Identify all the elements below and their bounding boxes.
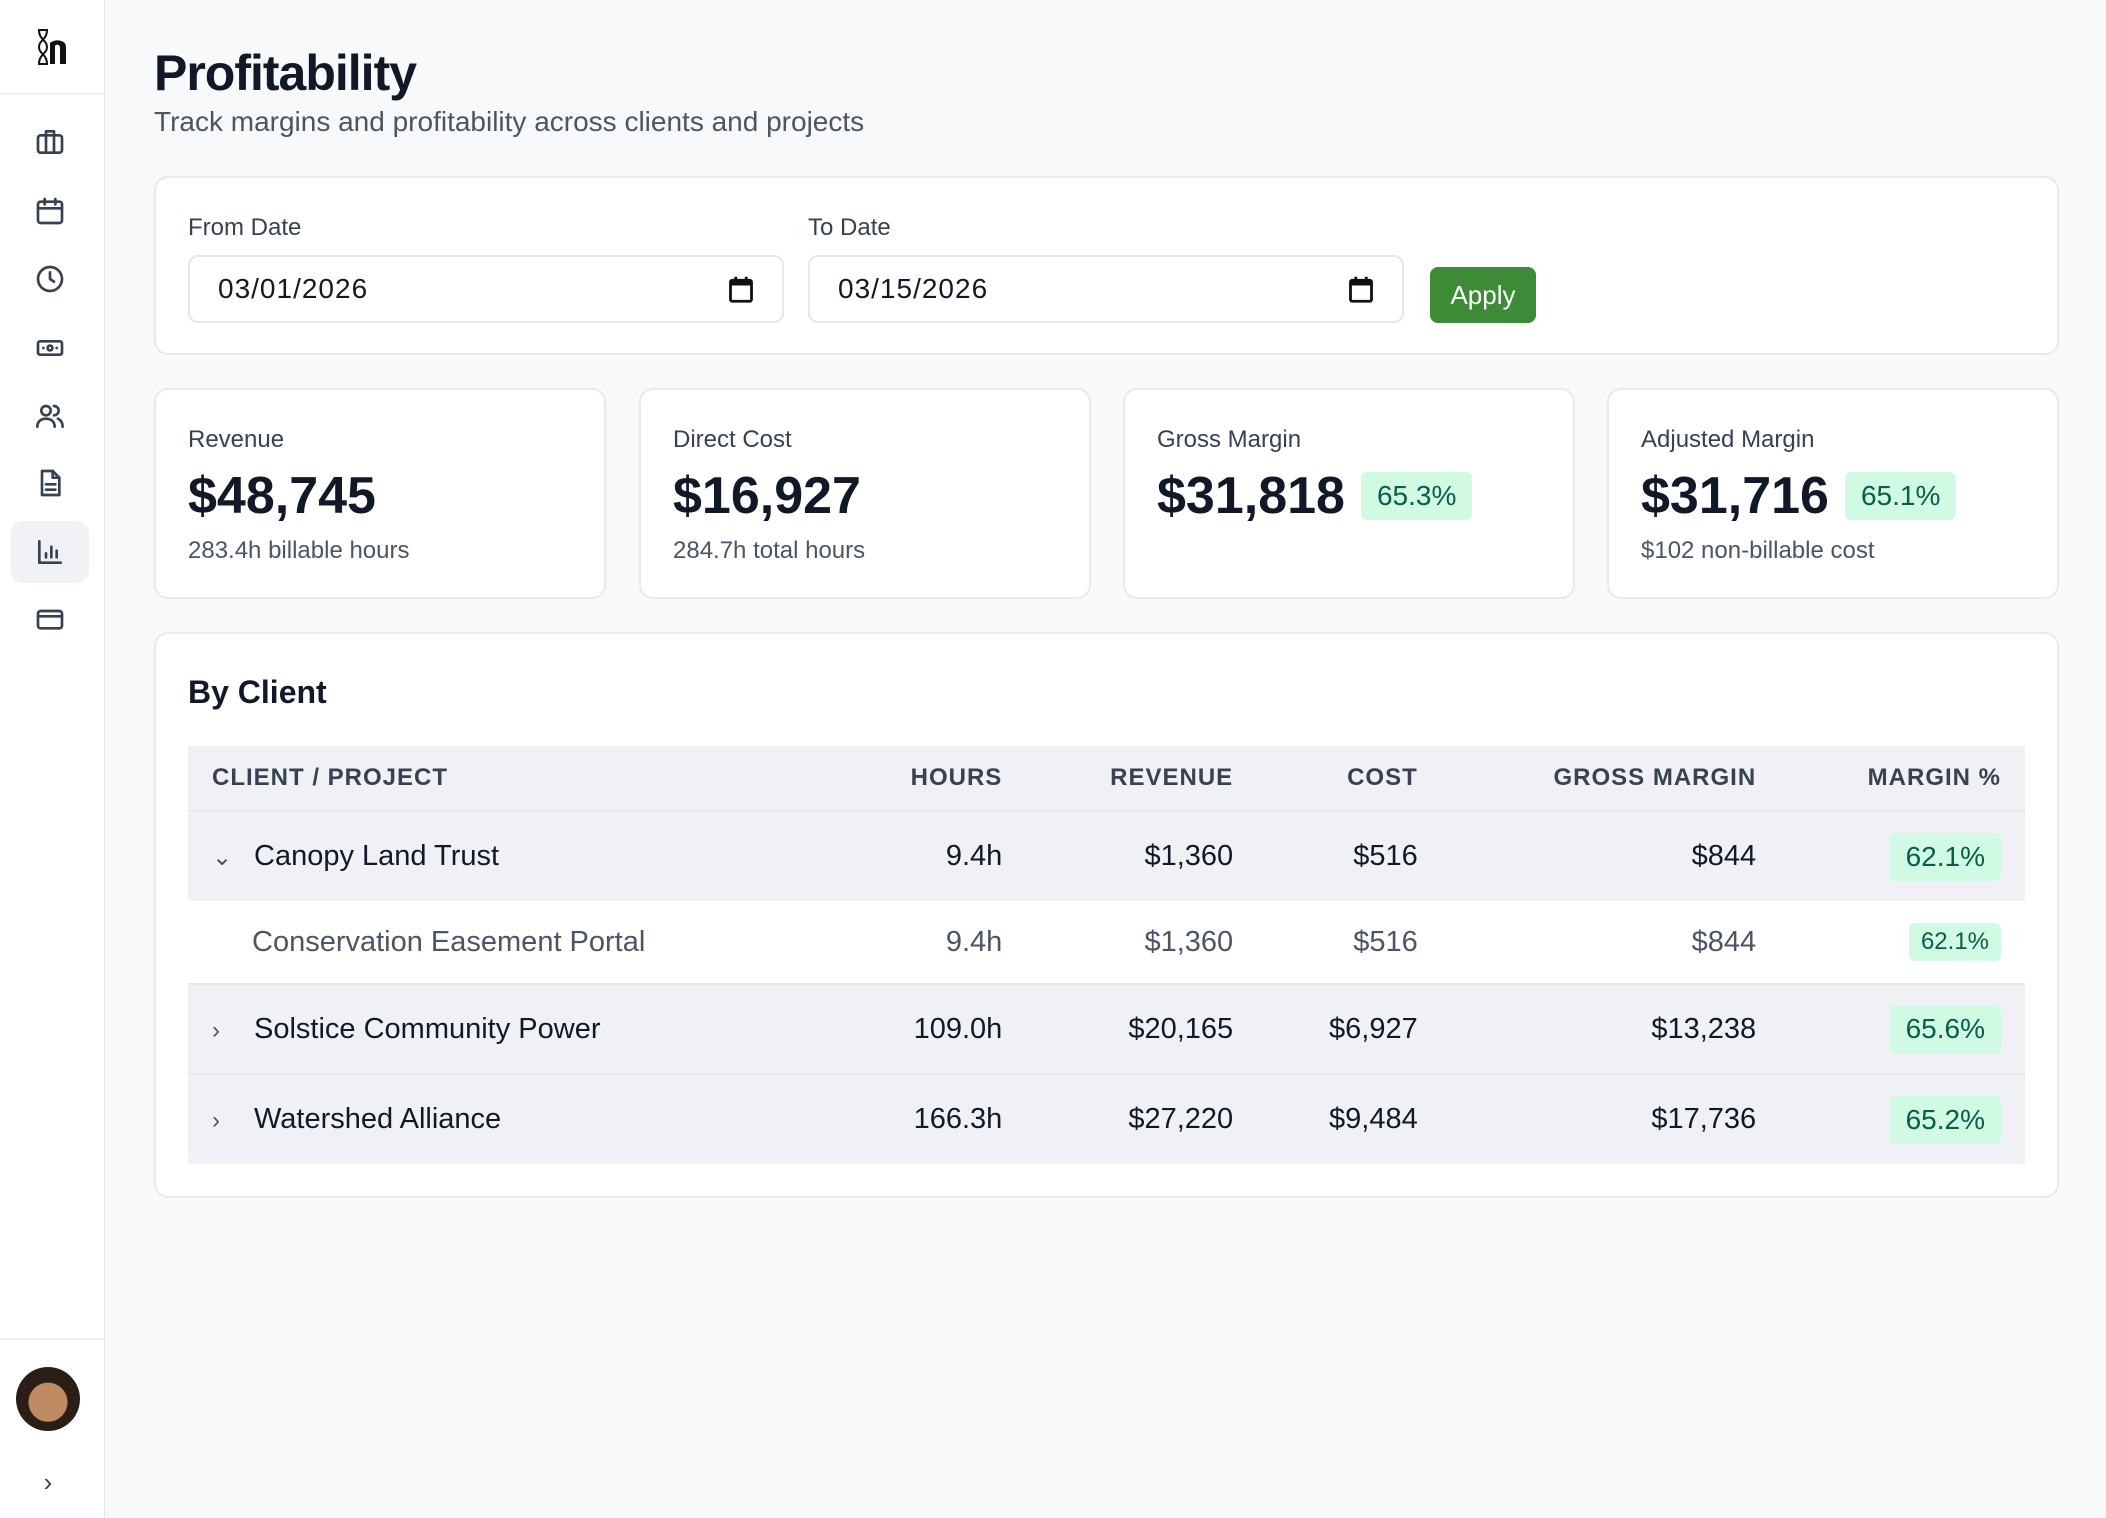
date-filter-card: From Date 03/01/2026 To Date 03/15/2026 … (154, 176, 2059, 355)
cost-cell: $6,927 (1257, 983, 1442, 1074)
revenue-cell: $27,220 (1026, 1073, 1258, 1164)
hours-cell: 9.4h (837, 810, 1027, 901)
project-name: Conservation Easement Portal (188, 901, 838, 984)
col-revenue: REVENUE (1026, 746, 1258, 811)
margin-badge: 65.3% (1360, 472, 1473, 520)
from-date-input[interactable]: 03/01/2026 (188, 255, 784, 323)
stat-label: Direct Cost (673, 426, 792, 453)
margin-badge: 65.2% (1889, 1095, 2001, 1144)
nav-team[interactable] (11, 385, 89, 447)
gross-margin-cell: $13,238 (1441, 983, 1781, 1074)
margin-badge: 62.1% (1889, 832, 2001, 881)
clock-icon (36, 265, 64, 293)
stat-sub: 283.4h billable hours (188, 537, 410, 564)
col-gross-margin: GROSS MARGIN (1441, 746, 1781, 811)
client-row[interactable]: ⌄ Canopy Land Trust 9.4h $1,360 $516 $844… (188, 810, 2025, 901)
nav-calendar[interactable] (11, 180, 89, 242)
nav-invoices[interactable] (11, 452, 89, 514)
from-date-label: From Date (188, 214, 302, 241)
document-icon (40, 469, 61, 497)
stat-value: $48,745 (188, 467, 376, 525)
client-name: Canopy Land Trust (254, 840, 500, 872)
calendar-picker-icon[interactable] (1348, 275, 1374, 303)
nav-projects[interactable] (11, 111, 89, 173)
to-date-label: To Date (808, 214, 891, 241)
card-icon (36, 609, 64, 630)
logo[interactable] (0, 0, 104, 95)
expand-sidebar-chevron-icon[interactable]: › (43, 1466, 53, 1497)
logo-icon (37, 28, 66, 65)
revenue-cell: $1,360 (1026, 810, 1258, 901)
margin-badge: 62.1% (1908, 923, 2001, 961)
stat-label: Gross Margin (1157, 426, 1302, 453)
hours-cell: 9.4h (837, 901, 1027, 984)
avatar[interactable] (16, 1367, 80, 1431)
by-client-card: By Client CLIENT / PROJECT HOURS REVENUE… (154, 632, 2059, 1198)
sidebar-divider (0, 1338, 104, 1340)
stat-sub: 284.7h total hours (673, 537, 866, 564)
to-date-input[interactable]: 03/15/2026 (808, 255, 1404, 323)
revenue-cell: $20,165 (1026, 983, 1258, 1074)
apply-button[interactable]: Apply (1430, 267, 1536, 323)
client-table: CLIENT / PROJECT HOURS REVENUE COST GROS… (188, 746, 2025, 1164)
col-client-project: CLIENT / PROJECT (188, 746, 838, 811)
client-row[interactable]: › Solstice Community Power 109.0h $20,165… (188, 983, 2025, 1074)
users-icon (36, 404, 64, 428)
nav-billing[interactable] (11, 317, 89, 379)
col-hours: HOURS (837, 746, 1027, 811)
client-name: Watershed Alliance (254, 1103, 502, 1135)
revenue-cell: $1,360 (1026, 901, 1258, 984)
chart-icon (38, 540, 62, 564)
stat-card-revenue: Revenue $48,745 283.4h billable hours (154, 388, 606, 599)
hours-cell: 166.3h (837, 1073, 1027, 1164)
nav-time[interactable] (11, 248, 89, 310)
hours-cell: 109.0h (837, 983, 1027, 1074)
stat-card-adjusted-margin: Adjusted Margin $31,716 65.1% $102 non-bi… (1607, 388, 2059, 599)
col-cost: COST (1257, 746, 1442, 811)
nav-profitability[interactable] (11, 521, 89, 583)
gross-margin-cell: $844 (1441, 810, 1781, 901)
margin-badge: 65.1% (1844, 472, 1957, 520)
stat-card-gross-margin: Gross Margin $31,818 65.3% (1123, 388, 1575, 599)
section-title: By Client (188, 674, 327, 710)
from-date-value: 03/01/2026 (218, 273, 369, 304)
project-row: Conservation Easement Portal 9.4h $1,360… (188, 901, 2025, 984)
stat-label: Adjusted Margin (1641, 426, 1815, 453)
cost-cell: $516 (1257, 810, 1442, 901)
chevron-right-icon[interactable]: › (212, 1016, 220, 1044)
chevron-down-icon[interactable]: ⌄ (212, 844, 233, 871)
nav-payments[interactable] (11, 588, 89, 650)
page-title: Profitability (154, 45, 417, 101)
gross-margin-cell: $17,736 (1441, 1073, 1781, 1164)
client-row[interactable]: › Watershed Alliance 166.3h $27,220 $9,48… (188, 1073, 2025, 1164)
client-name: Solstice Community Power (254, 1012, 601, 1045)
stat-value: $31,716 (1641, 467, 1829, 525)
to-date-value: 03/15/2026 (838, 273, 989, 304)
gross-margin-cell: $844 (1441, 901, 1781, 984)
stat-value: $31,818 (1157, 467, 1345, 525)
chevron-right-icon[interactable]: › (212, 1107, 220, 1134)
cost-cell: $9,484 (1257, 1073, 1442, 1164)
page-subtitle: Track margins and profitability across c… (154, 106, 865, 137)
col-margin-pct: MARGIN % (1780, 746, 2025, 811)
cost-cell: $516 (1257, 901, 1442, 984)
stat-sub: $102 non-billable cost (1641, 537, 1875, 564)
sidebar: › (0, 0, 105, 1518)
stat-label: Revenue (188, 426, 285, 453)
calendar-picker-icon[interactable] (728, 275, 754, 303)
calendar-icon (36, 197, 64, 225)
briefcase-icon (36, 130, 64, 154)
money-icon (36, 340, 64, 356)
stat-value: $16,927 (673, 467, 861, 525)
margin-badge: 65.6% (1889, 1005, 2001, 1053)
stat-card-direct-cost: Direct Cost $16,927 284.7h total hours (639, 388, 1091, 599)
